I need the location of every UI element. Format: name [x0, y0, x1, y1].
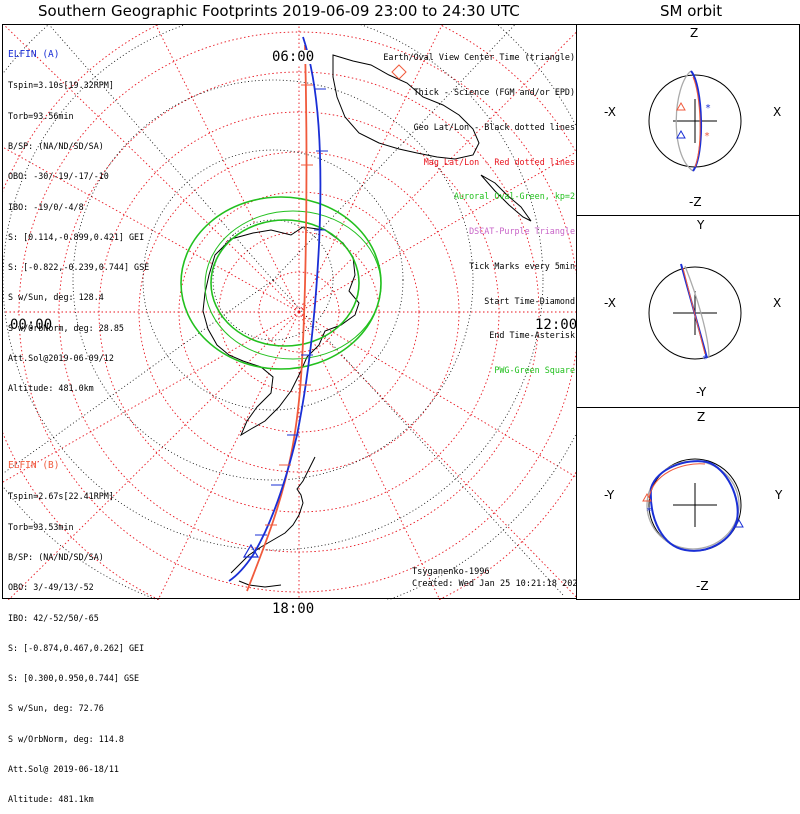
elfin-b-line: Att.Sol@ 2019-06-18/11: [8, 763, 119, 774]
elfin-a-ticks: [255, 88, 328, 536]
elfin-b-line: S: [-0.874,0.467,0.262] GEI: [8, 642, 145, 653]
elfin-b-line: S: [0.300,0.950,0.744] GSE: [8, 673, 140, 684]
elfin-a-line: Altitude: 481.0km: [8, 383, 94, 394]
sm-orbit-xy-panel: * Y -Y -X X: [576, 215, 800, 408]
elfin-a-line: S: [0.114,-0.899,0.421] GEI: [8, 231, 145, 242]
map-title: Southern Geographic Footprints 2019-06-0…: [38, 2, 520, 20]
orbit-xz-left-label: -X: [604, 105, 616, 119]
polar-footprint-map: 06:00 00:00 12:00 18:00: [2, 24, 579, 616]
orbit-xy-top-label: Y: [697, 218, 705, 232]
elfin-b-line: Altitude: 481.1km: [8, 794, 94, 805]
field-model-label: Tsyganenko-1996: [412, 567, 490, 577]
elfin-a-track: [228, 36, 322, 582]
orbit-xz-bottom-label: -Z: [689, 195, 702, 209]
legend-entry: Tick Marks every 5min: [469, 260, 575, 271]
sm-orbit-yz-panel: * Z -Z -Y Y: [576, 407, 800, 600]
orbit-xy-svg: *: [648, 263, 742, 365]
legend-entry: Geo Lat/Lon - Black dotted lines: [413, 121, 575, 132]
mlt-label-right: 12:00: [534, 317, 579, 333]
elfin-a-line: B/SP: (NA/ND/SD/SA): [8, 140, 104, 151]
legend-entry: Start Time-Diamond: [484, 295, 575, 306]
elfin-a-line: OBO: -30/-19/-17/-10: [8, 171, 109, 182]
antarctica-coastline: [202, 226, 360, 437]
elfin-a-line: S w/OrbNorm, deg: 28.85: [8, 322, 124, 333]
map-svg: [3, 25, 578, 600]
orbit-yz-right-label: Y: [775, 488, 783, 502]
elfin-a-info: ELFIN (A) Tspin=3.10s[19.32RPM] Torb=93.…: [8, 29, 149, 403]
orbit-xy-left-label: -X: [604, 296, 616, 310]
elfin-b-info: ELFIN (B) Tspin=2.67s[22.41RPM] Torb=93.…: [8, 440, 144, 814]
svg-text:*: *: [705, 103, 711, 114]
orbit-xz-right-label: X: [773, 105, 782, 119]
orbit-yz-left-label: -Y: [604, 488, 615, 502]
legend-entry: PWG-Green Square: [494, 365, 575, 376]
sm-orbit-xz-panel: * * Z -Z -X X: [576, 24, 800, 216]
orbit-xz-top-label: Z: [690, 26, 699, 40]
elfin-b-line: IBO: 42/-52/50/-65: [8, 612, 99, 623]
elfin-a-line: S: [-0.822,-0.239,0.744] GSE: [8, 262, 150, 273]
elfin-a-center-triangle: [242, 543, 260, 558]
svg-text:*: *: [702, 354, 708, 365]
elfin-b-line: OBO: 3/-49/13/-52: [8, 582, 94, 593]
created-timestamp: Created: Wed Jan 25 10:21:18 2023: [412, 579, 583, 589]
elfin-a-line: Att.Sol@2019-06-09/12: [8, 352, 114, 363]
mlt-label-bottom: 18:00: [271, 601, 316, 617]
elfin-b-start-diamond: [391, 64, 407, 80]
legend-entry: Thick - Science (FGM and/or EPD): [413, 86, 575, 97]
elfin-b-ticks: [265, 84, 313, 526]
map-legend: Earth/Oval View Center Time (triangle) T…: [383, 29, 575, 388]
orbit-xz-svg: * *: [648, 70, 742, 172]
orbit-yz-bottom-label: -Z: [696, 579, 709, 593]
orbit-xy-right-label: X: [773, 296, 782, 310]
elfin-b-line: B/SP: (NA/ND/SD/SA): [8, 551, 104, 562]
legend-entry: Auroral Oval-Green, kp=2: [453, 191, 575, 202]
south-america-coastline: [230, 456, 316, 588]
legend-entry: DSCAT-Purple Triangle: [469, 226, 575, 237]
sm-orbit-title: SM orbit: [660, 2, 723, 20]
new-zealand-coastline: [480, 174, 532, 222]
elfin-a-line: Torb=93.56min: [8, 110, 74, 121]
orbit-xy-bottom-label: -Y: [696, 385, 707, 399]
australia-coastline: [332, 54, 480, 160]
auroral-oval: [180, 196, 382, 370]
elfin-b-header: ELFIN (B): [8, 460, 60, 472]
legend-entry: End Time-Asterisk: [489, 330, 575, 341]
elfin-a-line: S w/Sun, deg: 128.4: [8, 292, 104, 303]
elfin-b-track: [246, 44, 308, 592]
svg-text:*: *: [704, 131, 710, 142]
geo-lat-grid: [3, 25, 578, 600]
orbit-yz-top-label: Z: [697, 410, 706, 424]
elfin-a-header: ELFIN (A): [8, 49, 60, 61]
legend-entry: Mag Lat/Lon - Red dotted lines: [423, 156, 575, 167]
svg-text:*: *: [646, 506, 652, 517]
elfin-a-line: Tspin=3.10s[19.32RPM]: [8, 80, 114, 91]
mlt-label-top: 06:00: [271, 49, 316, 65]
elfin-b-line: S w/Sun, deg: 72.76: [8, 703, 104, 714]
elfin-a-line: IBO: -19/0/-4/8: [8, 201, 84, 212]
elfin-b-line: Torb=93.53min: [8, 521, 74, 532]
orbit-yz-svg: *: [642, 458, 744, 552]
legend-entry: Earth/Oval View Center Time (triangle): [383, 52, 575, 63]
elfin-b-line: Tspin=2.67s[22.41RPM]: [8, 491, 114, 502]
elfin-b-line: S w/OrbNorm, deg: 114.8: [8, 733, 124, 744]
mlt-label-left: 00:00: [9, 317, 54, 333]
